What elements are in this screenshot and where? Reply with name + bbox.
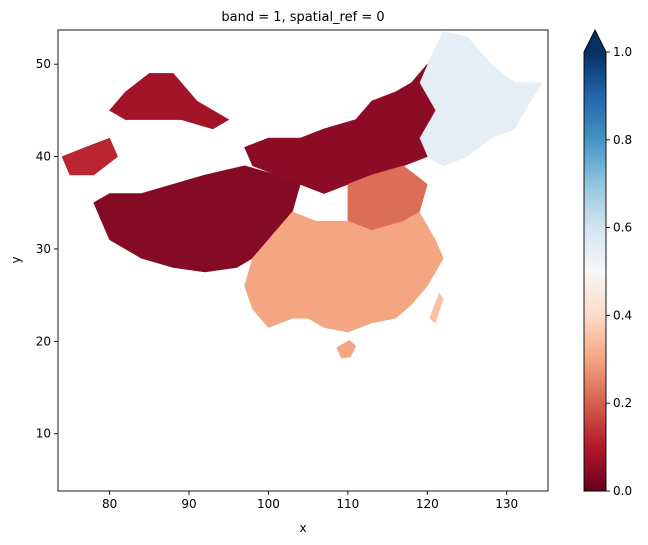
- x-tick-label: 100: [257, 497, 280, 511]
- colorbar: 0.0 0.2 0.4 0.6 0.8 1.0: [583, 28, 632, 498]
- x-tick-label: 90: [181, 497, 196, 511]
- y-tick-label: 40: [36, 150, 51, 164]
- x-tick-label: 80: [102, 497, 117, 511]
- colorbar-gradient: [584, 52, 606, 491]
- x-axis: 80 90 100 110 120 130: [102, 491, 518, 511]
- colorbar-tick-label: 1.0: [613, 45, 632, 59]
- colorbar-tick-label: 0.0: [613, 484, 632, 498]
- colorbar-ticks: 0.0 0.2 0.4 0.6 0.8 1.0: [606, 45, 632, 498]
- colorbar-tick-label: 0.6: [613, 221, 632, 235]
- y-tick-label: 10: [36, 427, 51, 441]
- y-tick-label: 50: [36, 57, 51, 71]
- x-tick-label: 130: [495, 497, 518, 511]
- region-taiwan: [429, 292, 444, 324]
- colorbar-extend-triangle: [584, 30, 606, 52]
- colorbar-tick-label: 0.8: [613, 133, 632, 147]
- x-tick-label: 120: [416, 497, 439, 511]
- colorbar-frame: [583, 28, 607, 492]
- y-axis-label: y: [9, 256, 23, 263]
- region-hainan: [336, 340, 357, 359]
- colorbar-tick-label: 0.4: [613, 308, 632, 322]
- region-xinjiang-north: [109, 73, 230, 130]
- x-tick-label: 110: [336, 497, 359, 511]
- y-tick-label: 20: [36, 334, 51, 348]
- region-south-china: [244, 211, 444, 333]
- y-tick-label: 30: [36, 242, 51, 256]
- plot-frame: [57, 29, 549, 492]
- chart-title: band = 1, spatial_ref = 0: [221, 10, 384, 25]
- data-map: [61, 31, 543, 359]
- colorbar-tick-label: 0.2: [613, 396, 632, 410]
- y-axis: 10 20 30 40 50: [36, 57, 58, 441]
- region-xinjiang-west: [61, 137, 118, 176]
- x-axis-label: x: [299, 521, 306, 535]
- region-inner-mongolia: [244, 64, 436, 194]
